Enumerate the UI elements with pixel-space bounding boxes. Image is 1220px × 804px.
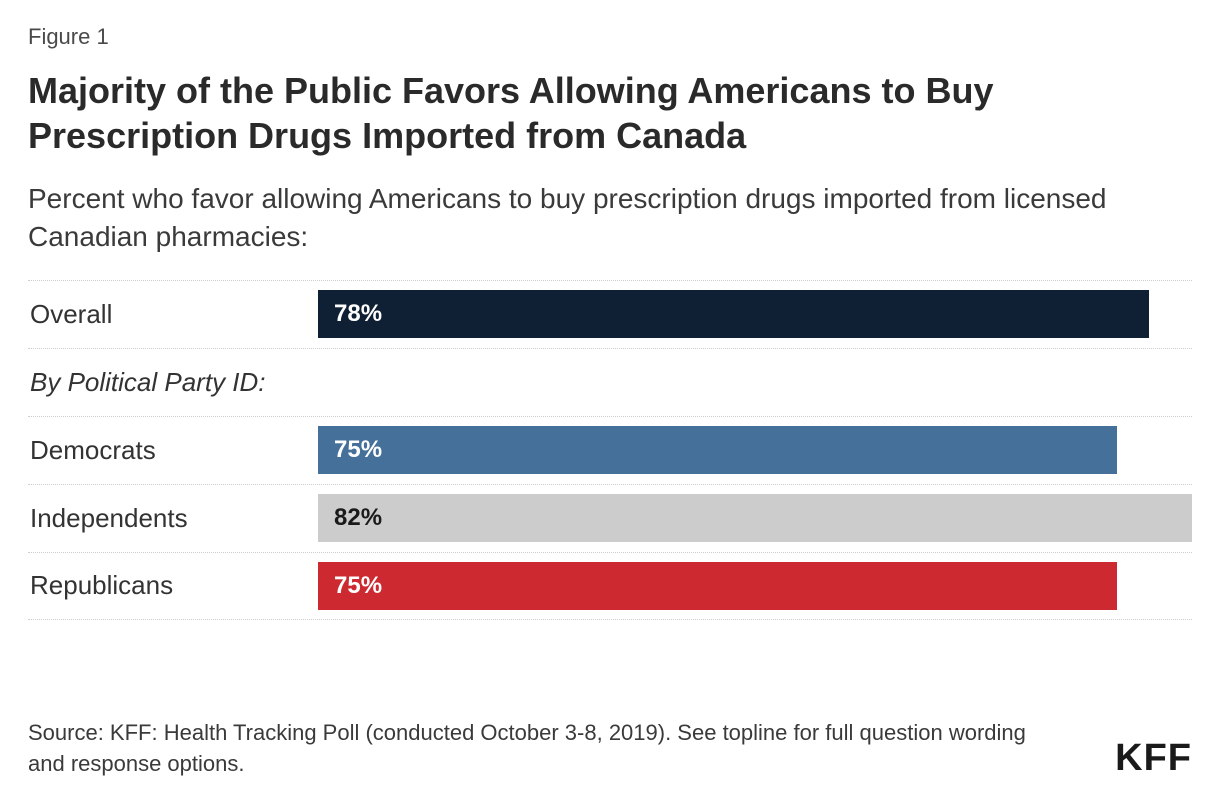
bar-chart: Overall78%By Political Party ID:Democrat… <box>28 280 1192 620</box>
footer: Source: KFF: Health Tracking Poll (condu… <box>28 718 1192 780</box>
source-text: Source: KFF: Health Tracking Poll (condu… <box>28 718 1028 780</box>
chart-subtitle: Percent who favor allowing Americans to … <box>28 180 1192 256</box>
row-label: Independents <box>28 503 318 534</box>
bar: 75% <box>318 562 1117 610</box>
bar: 82% <box>318 494 1192 542</box>
chart-row: By Political Party ID: <box>28 348 1192 416</box>
chart-row: Overall78% <box>28 280 1192 348</box>
row-label: Republicans <box>28 570 318 601</box>
chart-row: Independents82% <box>28 484 1192 552</box>
bar-area <box>318 358 1192 406</box>
bar: 75% <box>318 426 1117 474</box>
row-label: By Political Party ID: <box>28 367 318 398</box>
bar-area: 75% <box>318 426 1192 474</box>
kff-logo: KFF <box>1115 737 1192 780</box>
bar: 78% <box>318 290 1149 338</box>
bar-area: 82% <box>318 494 1192 542</box>
figure-label: Figure 1 <box>28 24 1192 50</box>
chart-row: Democrats75% <box>28 416 1192 484</box>
chart-title: Majority of the Public Favors Allowing A… <box>28 68 1192 158</box>
row-label: Overall <box>28 299 318 330</box>
row-label: Democrats <box>28 435 318 466</box>
chart-row: Republicans75% <box>28 552 1192 620</box>
bar-area: 78% <box>318 290 1192 338</box>
bar-area: 75% <box>318 562 1192 610</box>
